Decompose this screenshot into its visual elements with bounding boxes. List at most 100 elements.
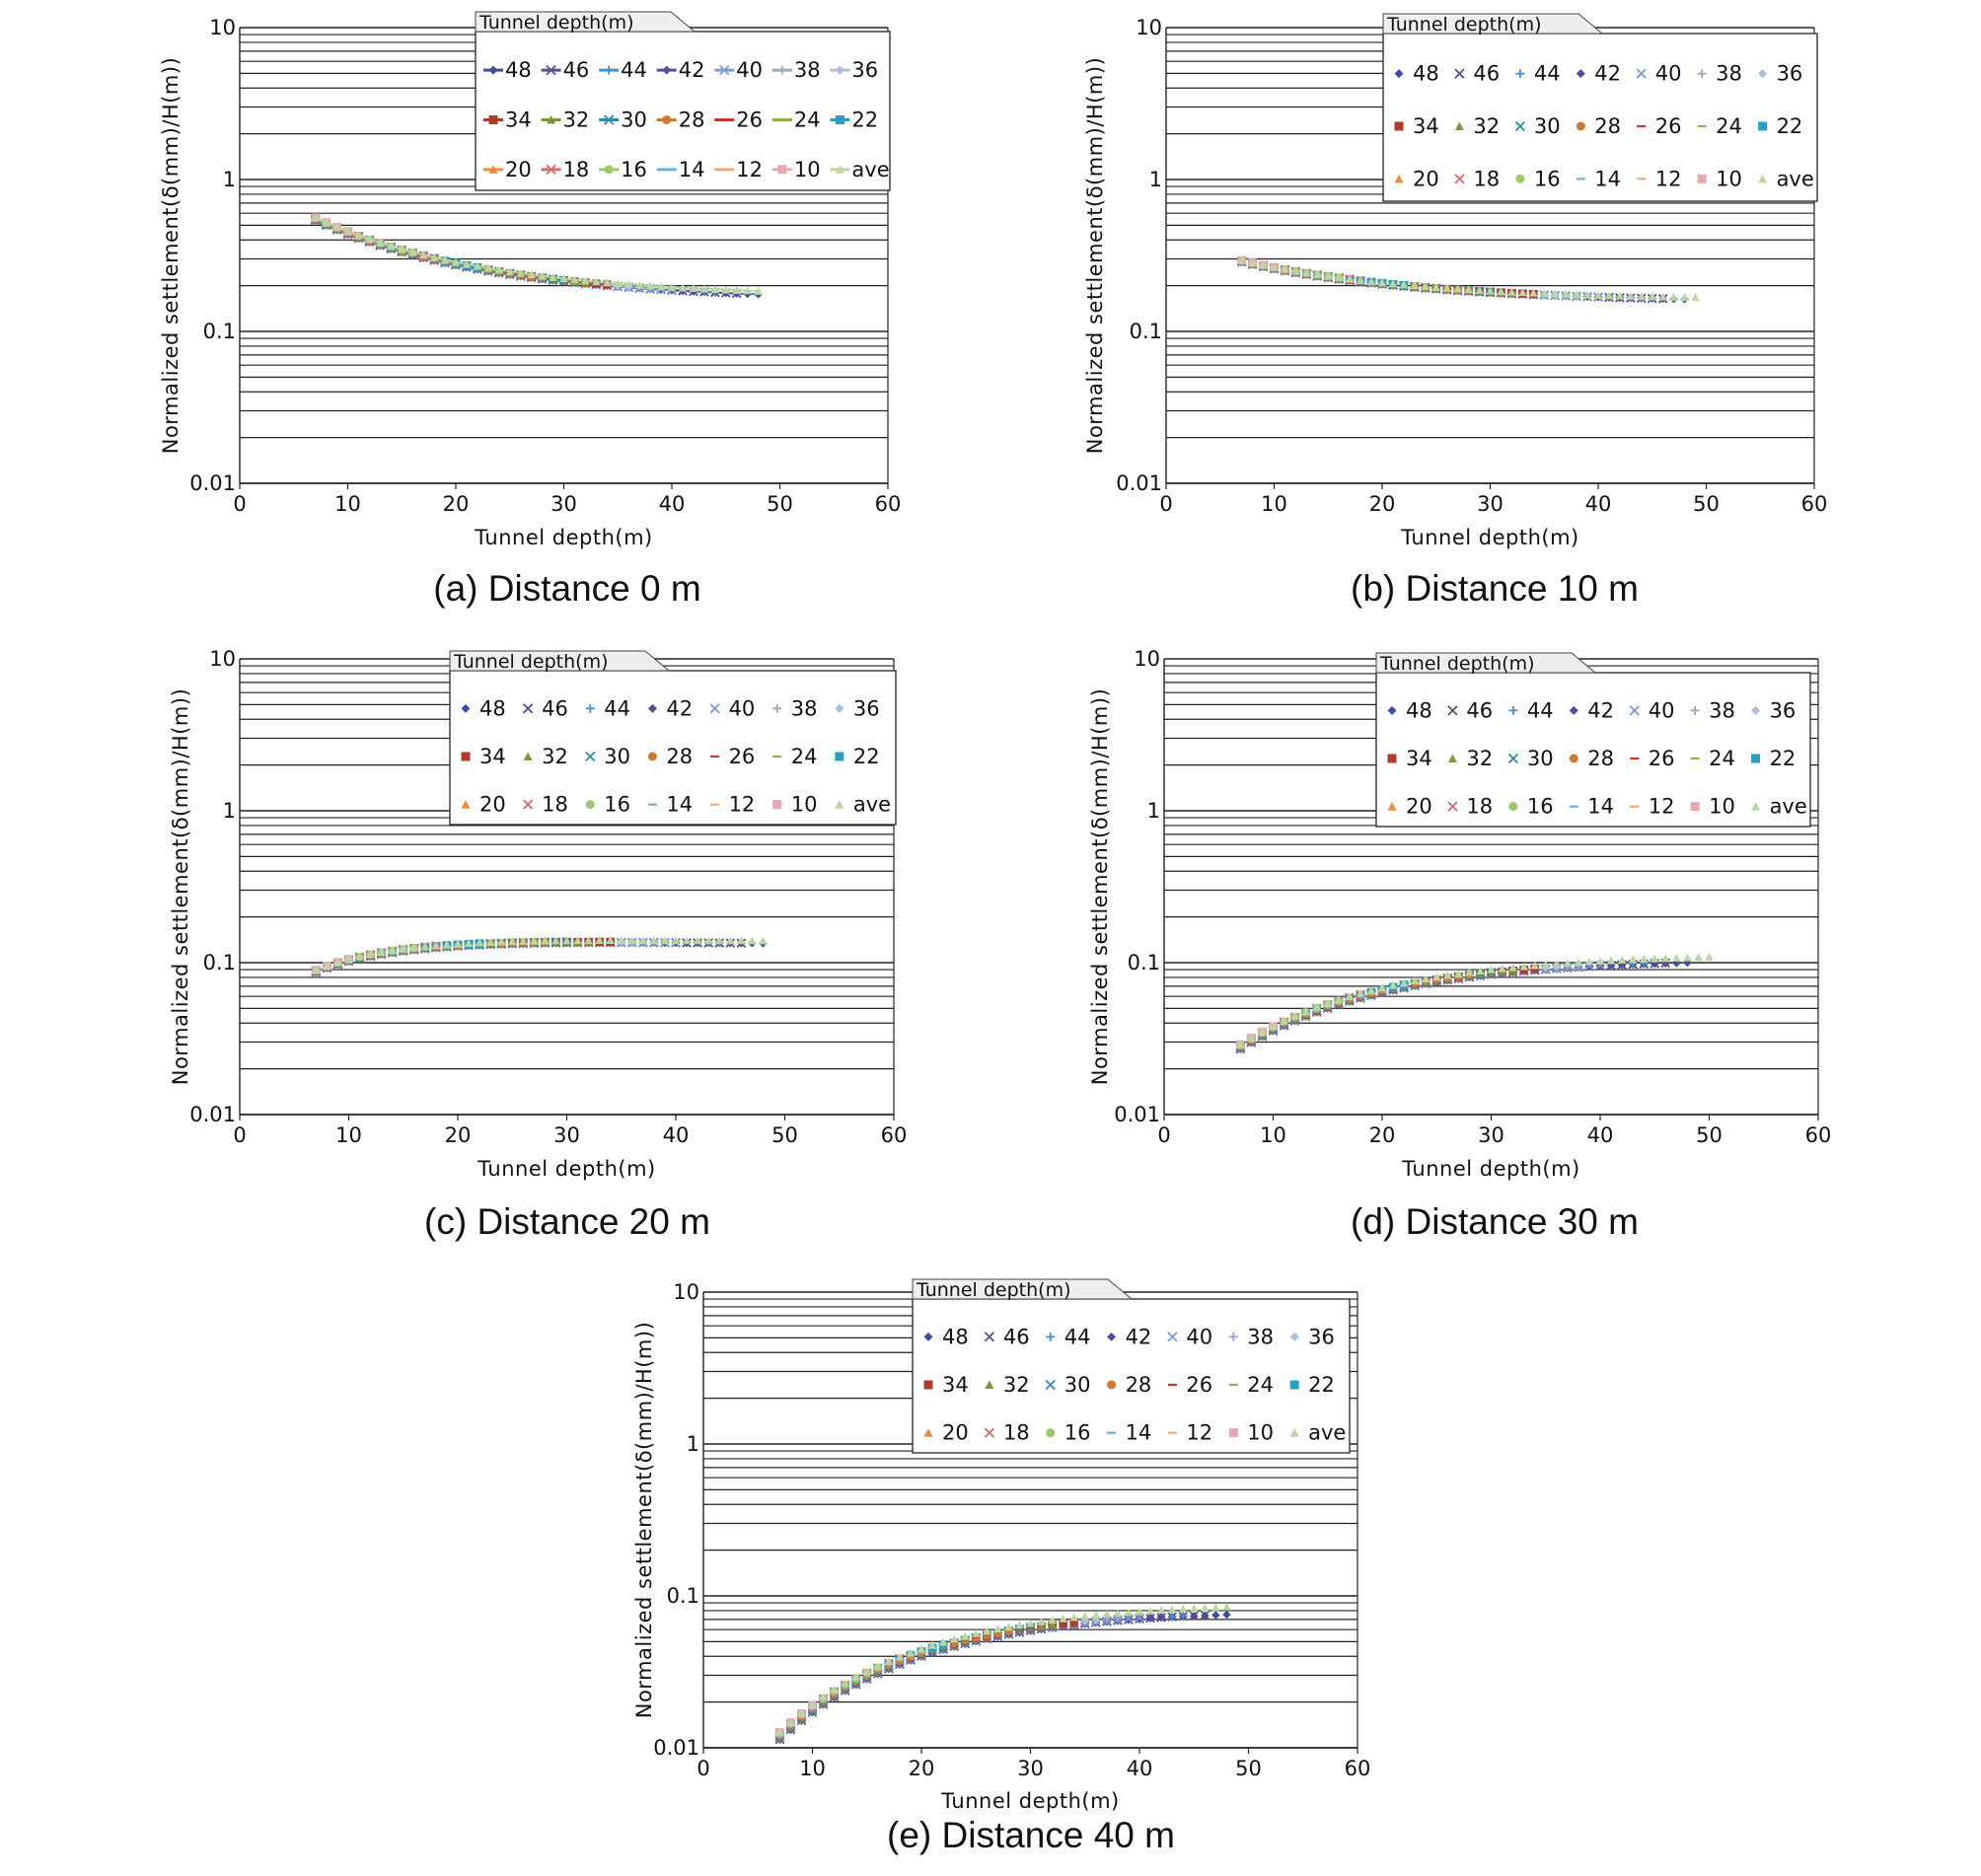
legend-item: 42 [1576, 62, 1621, 86]
data-point [573, 936, 582, 945]
legend-item: 30 [599, 108, 647, 132]
legend-label: 42 [1126, 1325, 1152, 1348]
data-point [1102, 1610, 1112, 1619]
data-point [1211, 1611, 1220, 1620]
data-point [1454, 969, 1463, 977]
legend-marker [585, 703, 595, 713]
legend-label: 14 [1587, 795, 1614, 819]
legend-item: 24 [1690, 747, 1735, 770]
data-point [1281, 264, 1289, 273]
data-point [1475, 285, 1484, 294]
data-point [1563, 959, 1573, 968]
x-tick-label: 30 [553, 1123, 580, 1147]
legend-label: 20 [942, 1421, 969, 1445]
legend-label: 30 [1064, 1373, 1091, 1397]
legend-label: 38 [794, 58, 821, 82]
data-point [1302, 268, 1311, 277]
data-point [1059, 1614, 1067, 1623]
data-point [473, 261, 482, 270]
legend-label: 36 [1777, 62, 1803, 86]
legend-marker [1045, 1379, 1056, 1391]
series-40 [774, 1613, 1144, 1744]
data-point [1507, 287, 1516, 296]
legend-item: 42 [656, 58, 704, 82]
chart-panel-a: 0 10 20 30 40 50 60 0.01 0.1 1 10 Tunnel depth(m) No… [0, 0, 987, 631]
legend-label: 32 [563, 108, 590, 132]
caption-e: (e) Distance 40 m [887, 1815, 1175, 1855]
y-tick-labels: 0.01 0.1 1 10 [189, 647, 236, 1126]
data-point [1606, 961, 1616, 970]
x-tick-label: 0 [233, 492, 246, 516]
data-point [1628, 955, 1638, 964]
data-point [1595, 957, 1605, 966]
data-point [1431, 282, 1440, 291]
legend-marker [709, 703, 720, 714]
chart-b-svg: 0 10 20 30 40 50 60 0.01 0.1 1 10 Tunnel depth(m) No… [1083, 13, 1827, 549]
legend-marker [1697, 69, 1707, 79]
legend-marker [547, 115, 556, 124]
data-point [1156, 1612, 1166, 1622]
data-point [1669, 292, 1678, 301]
data-point [1680, 293, 1689, 302]
data-point [617, 936, 625, 945]
legend-marker [1576, 69, 1585, 79]
series-42 [1236, 960, 1627, 1053]
series-line [315, 219, 715, 294]
data-point [1626, 291, 1636, 300]
legend-item: 10 [1228, 1421, 1274, 1445]
series-12 [775, 1689, 839, 1734]
series-line [315, 219, 737, 295]
series-36 [1236, 963, 1561, 1052]
y-tick-label: 1 [223, 799, 236, 823]
legend-item: 24 [772, 745, 817, 768]
legend-label: 42 [1587, 698, 1614, 722]
legend-label: ave [851, 158, 889, 181]
legend-label: ave [853, 793, 891, 817]
legend-marker [1751, 754, 1761, 763]
data-point [508, 937, 517, 946]
data-point [1222, 1610, 1231, 1620]
legend-title-tab [1382, 13, 1604, 35]
data-point [1694, 953, 1703, 962]
data-point [483, 263, 493, 272]
legend-marker [777, 65, 787, 75]
legend-item: 48 [461, 696, 506, 720]
x-tick-labels: 0 10 20 30 40 50 60 [1159, 483, 1827, 516]
data-point [1487, 965, 1496, 974]
series-line [315, 218, 608, 286]
data-point [1124, 1608, 1134, 1617]
legend-label: 32 [1473, 114, 1500, 138]
data-point [453, 939, 463, 948]
y-tick-label: 0.1 [1128, 951, 1160, 974]
series-ave [311, 213, 763, 295]
legend-label: 34 [479, 745, 506, 768]
legend-marker [1690, 705, 1700, 715]
legend-item: 30 [1514, 114, 1561, 138]
legend-label: 24 [791, 745, 818, 768]
legend-label: 26 [729, 745, 756, 768]
legend-marker [1515, 69, 1525, 79]
legend-item: 46 [984, 1325, 1030, 1348]
legend-label: 40 [736, 58, 763, 82]
legend-label: 40 [1655, 62, 1682, 86]
legend-item: 38 [1697, 62, 1742, 86]
data-point [819, 1693, 828, 1701]
series-ave [312, 936, 768, 974]
data-point [1312, 1002, 1321, 1011]
series-line [315, 219, 694, 293]
data-point [1048, 1616, 1057, 1624]
legend-label: 48 [479, 696, 506, 720]
data-point [516, 268, 525, 277]
legend-label: 16 [1064, 1421, 1091, 1445]
legend-item: 38 [1228, 1325, 1274, 1348]
series-line [315, 218, 629, 288]
legend-marker [923, 1332, 933, 1341]
series-12 [1237, 258, 1300, 272]
series-18 [1235, 989, 1365, 1050]
series-line [315, 218, 564, 282]
series-38 [775, 1615, 1123, 1743]
data-point [1366, 276, 1376, 285]
data-point [759, 936, 768, 945]
data-point [1345, 274, 1355, 283]
data-point [1442, 283, 1451, 292]
